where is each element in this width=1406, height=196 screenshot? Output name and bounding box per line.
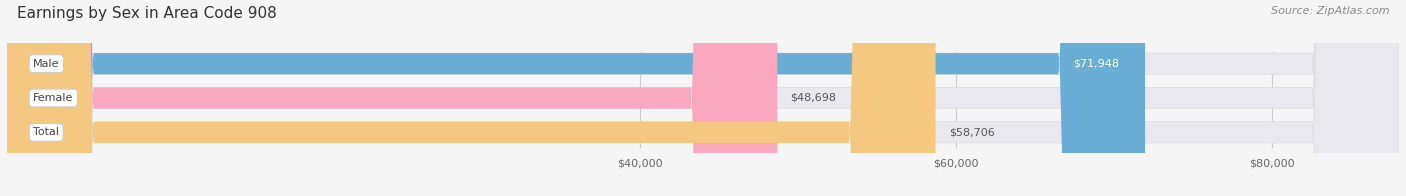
Text: Female: Female — [34, 93, 73, 103]
Text: $58,706: $58,706 — [949, 127, 994, 137]
FancyBboxPatch shape — [7, 0, 1144, 196]
Text: Source: ZipAtlas.com: Source: ZipAtlas.com — [1271, 6, 1389, 16]
FancyBboxPatch shape — [7, 0, 1399, 196]
Text: Male: Male — [34, 59, 59, 69]
FancyBboxPatch shape — [7, 0, 935, 196]
Text: Total: Total — [34, 127, 59, 137]
FancyBboxPatch shape — [7, 0, 1399, 196]
Text: $71,948: $71,948 — [1073, 59, 1119, 69]
FancyBboxPatch shape — [7, 0, 1399, 196]
FancyBboxPatch shape — [7, 0, 778, 196]
Text: $48,698: $48,698 — [790, 93, 837, 103]
Text: Earnings by Sex in Area Code 908: Earnings by Sex in Area Code 908 — [17, 6, 277, 21]
